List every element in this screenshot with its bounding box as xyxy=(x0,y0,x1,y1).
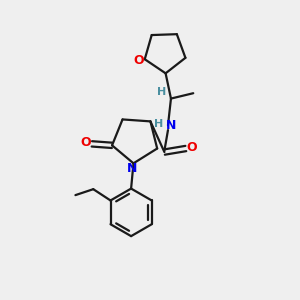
Text: N: N xyxy=(127,162,137,175)
Text: O: O xyxy=(80,136,91,149)
Text: H: H xyxy=(154,119,163,129)
Text: O: O xyxy=(133,54,143,67)
Text: O: O xyxy=(187,141,197,154)
Text: N: N xyxy=(166,119,176,132)
Text: H: H xyxy=(158,87,167,97)
